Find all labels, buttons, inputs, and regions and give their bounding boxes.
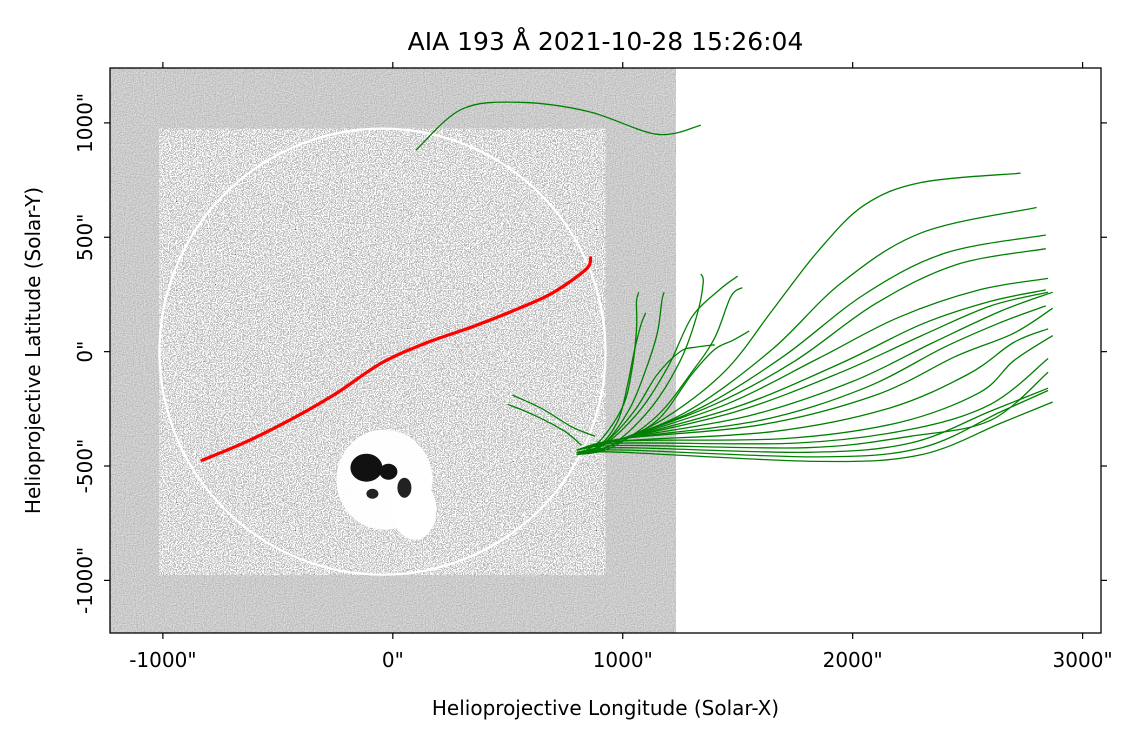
field-line-23 <box>576 292 640 456</box>
x-tick-label: -1000" <box>129 648 196 672</box>
y-tick-label: 1000" <box>73 93 97 153</box>
y-axis-label: Helioprojective Latitude (Solar-Y) <box>21 187 45 514</box>
field-line-14 <box>576 371 1049 451</box>
ticks-group: -1000" 0" 1000" 2000" 3000" -1000" -500" 0" 500"… <box>73 62 1113 672</box>
red-track-line <box>200 256 593 462</box>
field-line-24 <box>576 344 715 456</box>
field-line-12 <box>576 335 1054 451</box>
x-tick-label: 3000" <box>1053 648 1113 672</box>
x-tick-label: 1000" <box>593 648 653 672</box>
field-line-13 <box>576 357 1049 451</box>
y-tick-label: -500" <box>73 439 97 494</box>
field-line-26 <box>507 403 582 446</box>
chart-title: AIA 193 Å 2021-10-28 15:26:04 <box>408 27 804 56</box>
solar-limb-circle <box>158 127 607 576</box>
y-tick-label: -1000" <box>73 547 97 614</box>
field-lines-group <box>415 101 1054 463</box>
solar-disk-noise <box>159 128 606 575</box>
plot-area <box>110 68 1054 633</box>
field-line-18 <box>576 287 743 456</box>
aia-difference-image <box>110 68 676 633</box>
field-line-15 <box>576 387 1049 454</box>
field-line-17 <box>576 401 1053 463</box>
field-line-20 <box>576 330 750 456</box>
field-line-16 <box>576 389 1049 458</box>
field-line-27 <box>512 394 596 437</box>
field-line-0 <box>415 101 702 151</box>
y-tick-label: 500" <box>73 214 97 261</box>
field-line-21 <box>576 275 739 456</box>
x-tick-label: 2000" <box>823 648 883 672</box>
active-region-blob <box>336 429 437 540</box>
axes-frame <box>109 67 1102 634</box>
y-tick-label: 0" <box>73 341 97 363</box>
x-tick-label: 0" <box>382 648 404 672</box>
field-line-25 <box>576 312 647 456</box>
x-axis-label: Helioprojective Longitude (Solar-X) <box>432 696 779 720</box>
